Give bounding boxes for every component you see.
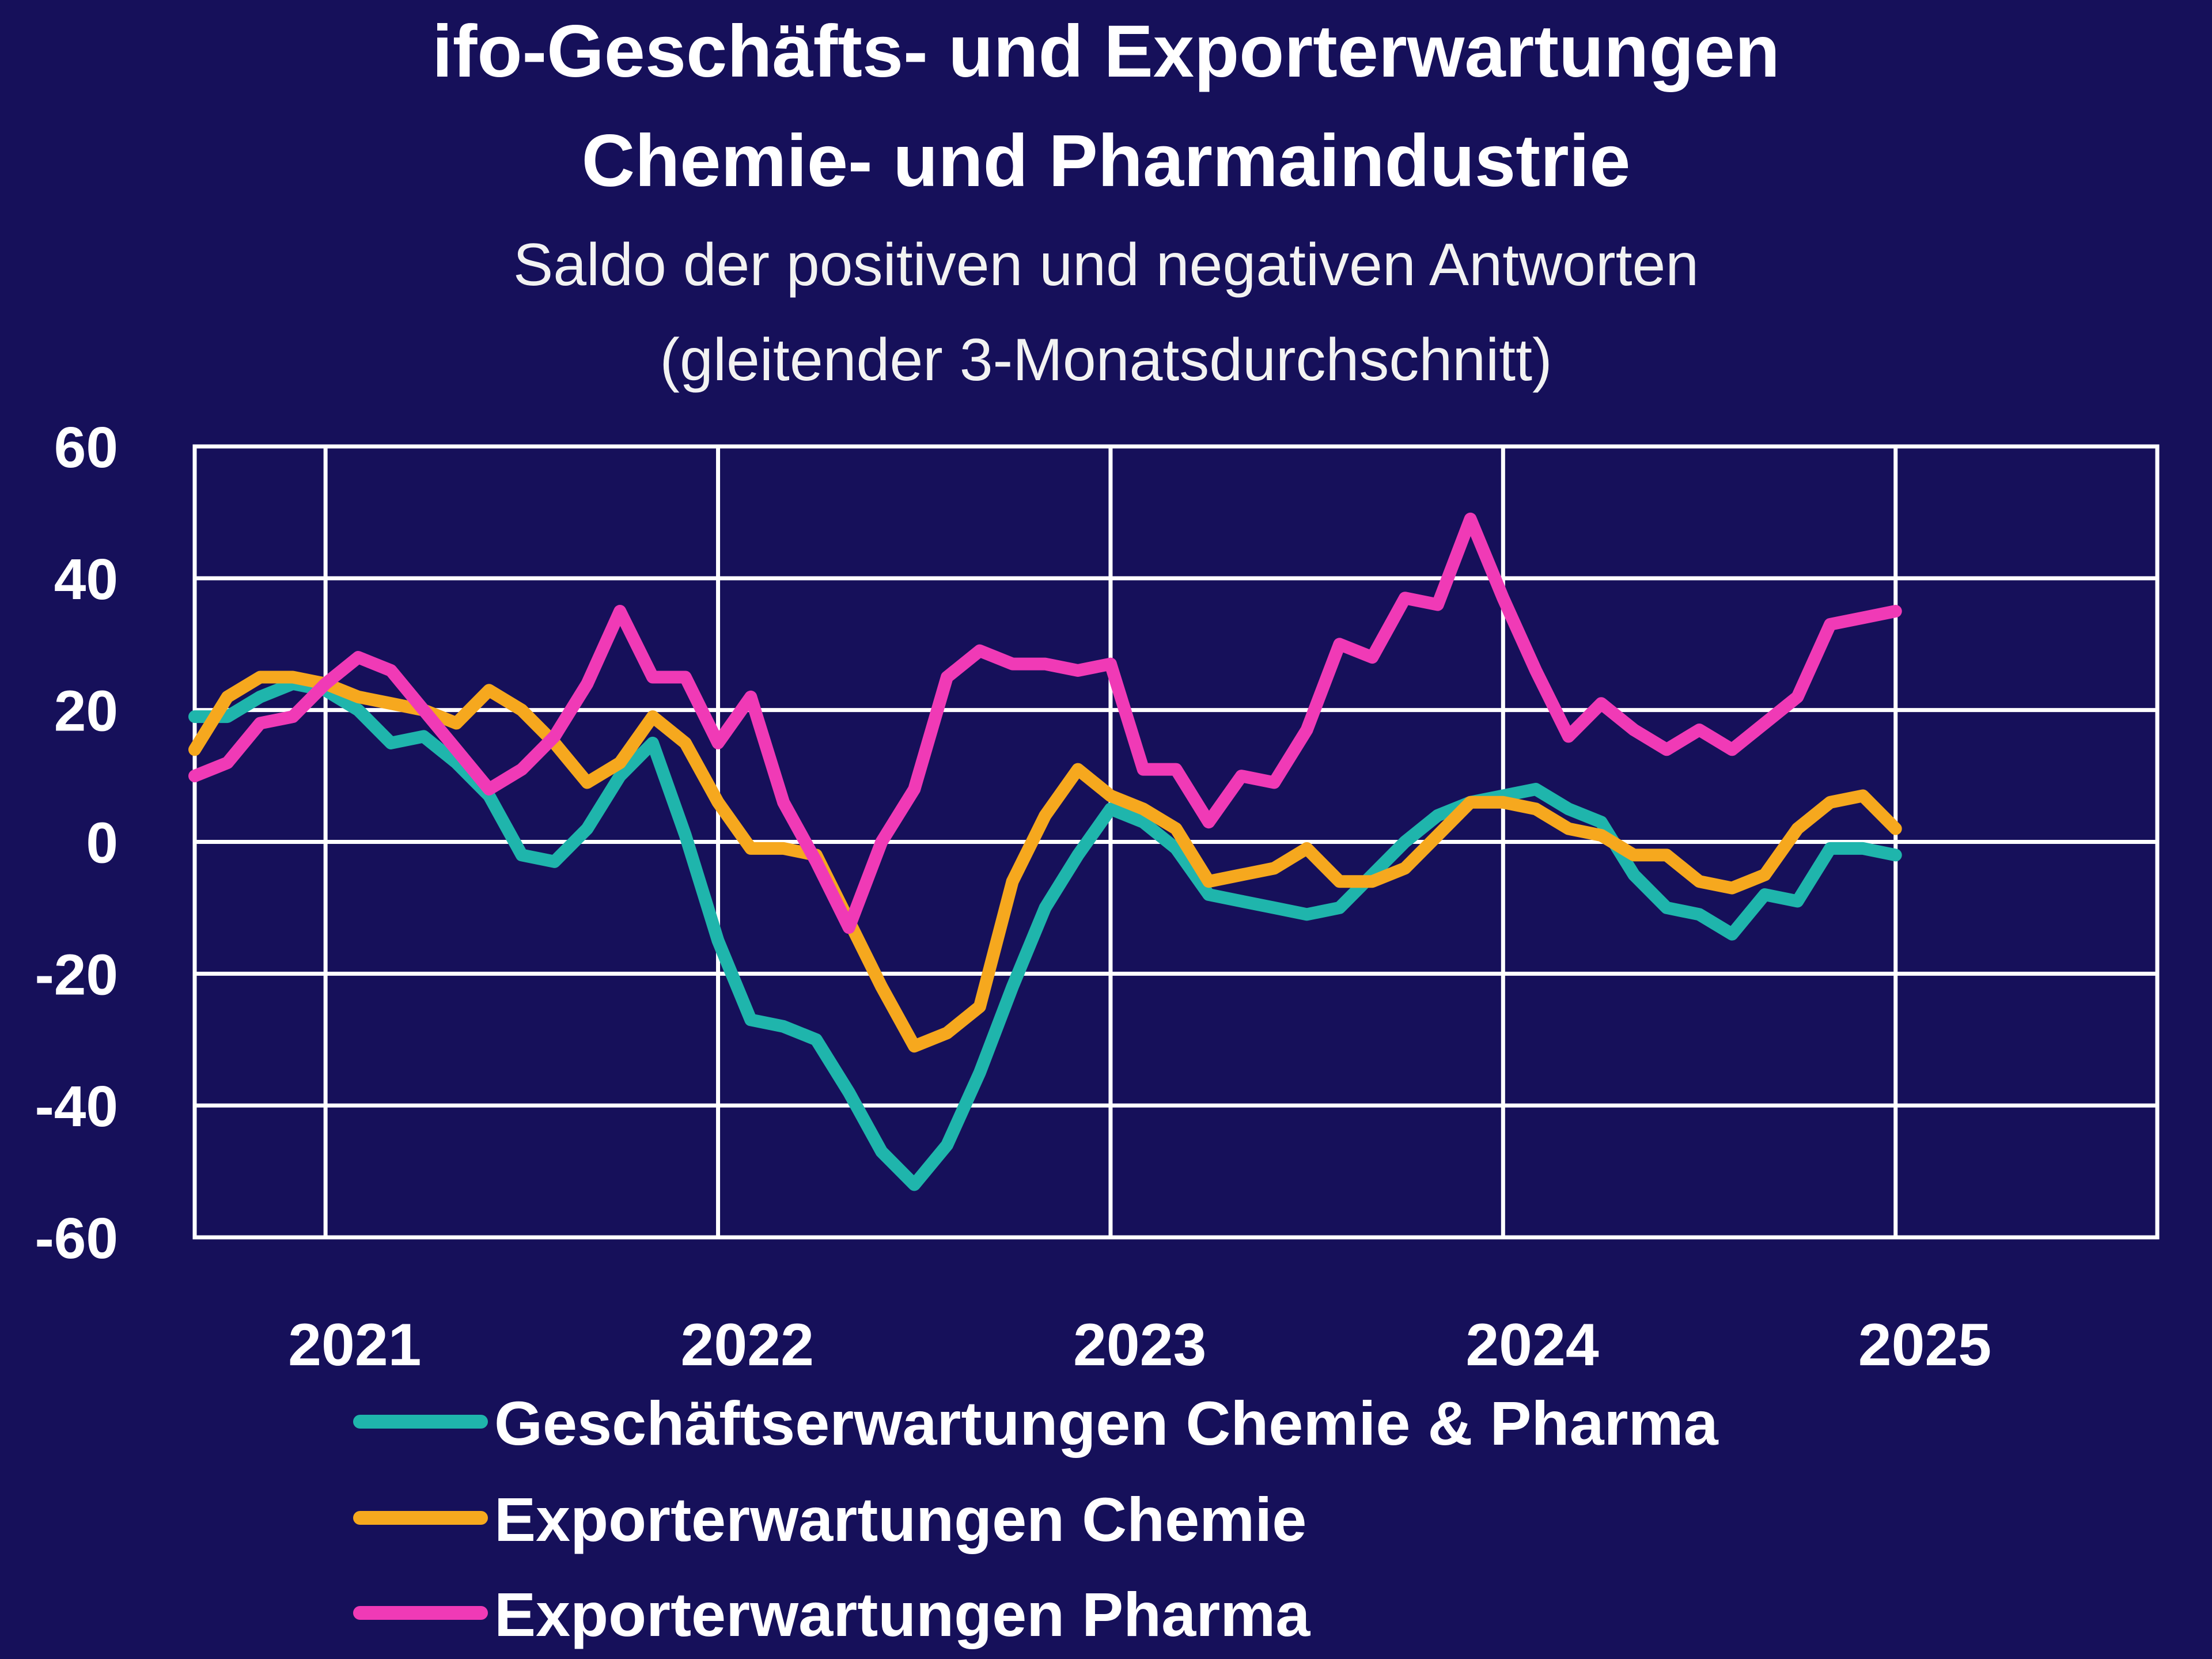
x-tick-label: 2022 xyxy=(681,1312,814,1378)
grid-layer xyxy=(192,444,2160,1240)
y-tick-label: 0 xyxy=(86,811,118,876)
legend-label-3: Exporterwartungen Pharma xyxy=(494,1580,1310,1649)
series-line-3 xyxy=(188,512,1902,934)
x-tick-label: 2021 xyxy=(288,1312,421,1378)
legend: Geschäftserwartungen Chemie & Pharma Expo… xyxy=(353,1388,1719,1649)
series-layer xyxy=(188,512,1902,1191)
axis-labels: 60 40 20 0 -20 -40 -60 2021 2022 2023 2024 2025 xyxy=(35,415,1991,1378)
y-tick-label: 20 xyxy=(54,679,118,744)
series-line-2 xyxy=(188,671,1902,1053)
x-tick-label: 2024 xyxy=(1465,1312,1599,1378)
legend-label-2: Exporterwartungen Chemie xyxy=(494,1484,1306,1554)
chart-subtitle-line-1: Saldo der positiven und negativen Antwor… xyxy=(513,232,1699,298)
plot-border xyxy=(192,444,2160,1240)
x-tick-label: 2023 xyxy=(1073,1312,1206,1378)
series-line-1 xyxy=(188,677,1902,1191)
y-tick-label: -60 xyxy=(35,1206,118,1271)
chart-title-line-2: Chemie- und Pharmaindustrie xyxy=(581,120,1631,202)
chart-title-line-1: ifo-Geschäfts- und Exporterwartungen xyxy=(432,10,1780,93)
y-tick-label: 40 xyxy=(54,547,118,612)
x-tick-label: 2025 xyxy=(1858,1312,1991,1378)
chart-subtitle-line-2: (gleitender 3-Monatsdurchschnitt) xyxy=(660,327,1552,393)
y-tick-label: -40 xyxy=(35,1074,118,1139)
y-tick-label: 60 xyxy=(54,415,118,480)
y-tick-label: -20 xyxy=(35,942,118,1007)
legend-label-1: Geschäftserwartungen Chemie & Pharma xyxy=(494,1388,1719,1458)
